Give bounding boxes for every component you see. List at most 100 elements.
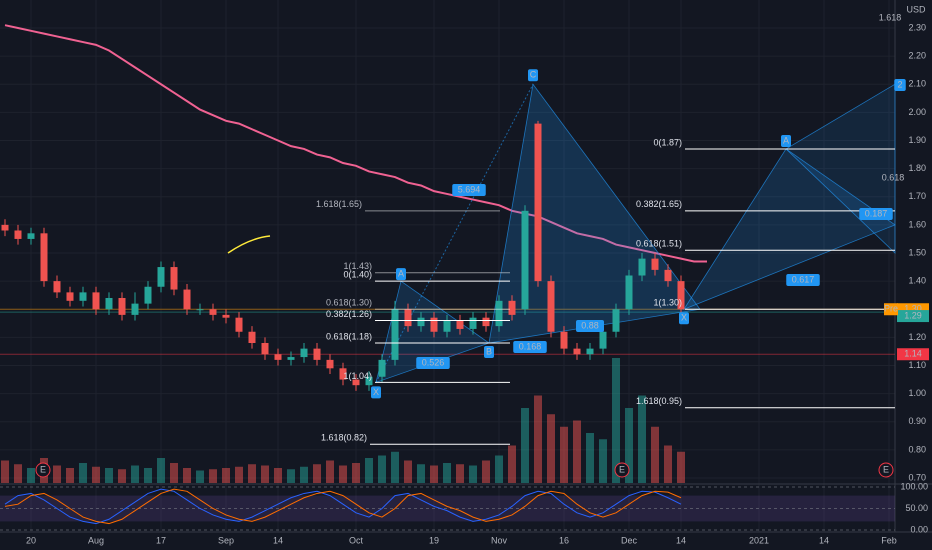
candle-body [495,300,503,327]
volume-bar [14,464,22,483]
drawing [227,235,271,254]
stoch-line [4,488,682,525]
ratio-badge [416,357,450,369]
candle-body [417,317,425,327]
candle-body [365,376,373,386]
x-tick-label: Aug [88,535,104,545]
candle-body [599,331,607,349]
x-tick-label: 16 [559,535,569,545]
volume-bar [209,469,217,483]
y-tick-label: 1.10 [908,360,926,370]
volume-bar [417,464,425,483]
x-tick-label: 14 [273,535,283,545]
moving-average [4,24,707,263]
fib-label: 1.618(0.82) [321,433,367,443]
fib-label: 0.618(1.30) [326,298,372,308]
stoch-tick-label: 100.00 [900,481,928,491]
ratio-label: 0.526 [422,357,445,367]
volume-bar [456,464,464,483]
candle-body [157,267,165,287]
earnings-marker [614,462,630,478]
candle-body [196,309,204,311]
candle-body [586,348,594,355]
point-badge [679,312,689,325]
fib-label: 0.618(1.18) [326,331,372,341]
point-label: A [783,135,789,145]
pattern-line [375,84,534,383]
candle-body [378,359,386,377]
earnings-label: E [40,464,46,474]
candle-body [131,303,139,315]
volume-bar [170,463,178,483]
y-tick-label: 0.90 [908,416,926,426]
candle-body [209,309,217,315]
earnings-marker [878,462,894,478]
ratio-label: 0.187 [865,208,888,218]
point-badge [484,346,494,358]
candle-body [222,314,230,318]
price-tag-label: 1.30 [904,304,922,314]
x-tick-label: Nov [491,535,508,545]
point-badge [781,134,791,147]
note: 1.618 [879,12,902,22]
volume-bar [352,463,360,483]
volume-bar [534,395,542,483]
pattern-shape [682,148,896,311]
point-label: B [486,346,492,356]
volume-bar [612,358,620,483]
candle-body [313,348,321,360]
volume-bar [313,464,321,483]
ratio-label: 0.88 [581,320,599,330]
candle-body [521,210,529,310]
fib-label: 0.618(1.51) [636,239,682,249]
ratio-label: 5.694 [458,184,481,194]
point-badge [528,69,538,82]
candle-body [508,300,516,315]
candle-body [287,357,295,360]
candle-body [456,320,464,329]
volume-bar [326,460,334,483]
candle-body [326,359,334,369]
candle-body [430,317,438,332]
candle-body [144,286,152,304]
point-label: X [373,387,379,397]
candle-body [53,281,61,293]
volume-bar [261,465,269,483]
stoch-line [4,488,682,525]
volume-bar [521,408,529,483]
earnings-label: E [883,464,889,474]
volume-bar [638,395,646,483]
x-tick-label: 2021 [749,535,769,545]
volume-bar [183,468,191,483]
point-badge [396,268,406,281]
x-tick-label: Sep [218,535,234,545]
y-tick-label: 0.80 [908,444,926,454]
volume-bar [27,468,35,483]
candle-body [92,292,100,310]
candle-body [404,309,412,327]
volume-bar [599,439,607,483]
candle-body [27,233,35,239]
x-tick-label: 14 [819,535,829,545]
y-tick-label: 2.30 [908,22,926,32]
candle-body [235,317,243,332]
volume-bar [482,460,490,483]
x-tick-label: Oct [349,535,364,545]
stoch-tick-label: 0.00 [910,524,928,534]
point-label: C [530,70,537,80]
point-label: A [398,269,404,279]
candle-body [66,292,74,301]
volume-bar [92,466,100,483]
candle-body [1,224,9,231]
ratio-label: 0.617 [792,274,815,284]
price-tag [897,310,929,323]
candle-body [261,343,269,355]
pre-tag [884,303,898,316]
volume-bar [339,465,347,483]
volume-bar [404,460,412,483]
volume-bar [443,463,451,483]
candle-body [651,258,659,270]
x-tick-label: Dec [621,535,638,545]
